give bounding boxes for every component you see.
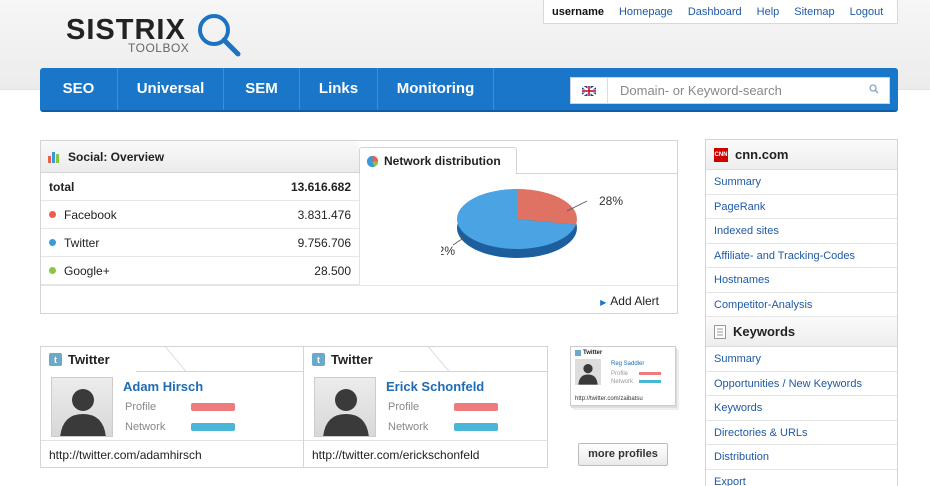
avatar[interactable]	[314, 377, 376, 437]
magnifier-logo-icon	[198, 14, 241, 57]
pie-chart-icon	[366, 155, 379, 167]
table-row: total 13.616.682	[41, 173, 359, 201]
row-label: Facebook	[64, 207, 117, 222]
help-link[interactable]: Help	[756, 5, 780, 18]
sidebar-item-keyword-summary[interactable]: Summary	[706, 347, 897, 372]
pie-label-72: 72%	[441, 244, 455, 258]
profile-bar	[454, 403, 498, 411]
bar-chart-icon	[48, 151, 59, 163]
twitter-icon: t	[312, 352, 325, 366]
keywords-header: Keywords	[706, 317, 897, 347]
search-icon[interactable]	[859, 84, 889, 97]
document-icon	[714, 324, 726, 339]
profile-name-link[interactable]: Adam Hirsch	[123, 379, 204, 394]
pie-label-28: 28%	[599, 194, 623, 208]
column-divider	[359, 173, 360, 285]
row-value: 28.500	[314, 263, 351, 278]
nav-seo[interactable]: SEO	[40, 68, 118, 110]
row-value: 3.831.476	[297, 207, 351, 222]
twitter-card-header: t Twitter	[41, 347, 136, 371]
pie-slice-twitter	[457, 189, 576, 249]
sidebar-item-distribution[interactable]: Distribution	[706, 445, 897, 470]
logout-link[interactable]: Logout	[849, 5, 884, 18]
table-row: Twitter 9.756.706	[41, 229, 359, 257]
svg-text:t: t	[317, 355, 320, 365]
cnn-logo-icon: CNN	[714, 147, 728, 162]
googleplus-dot-icon	[49, 267, 56, 274]
social-overview-header: Social: Overview	[41, 141, 359, 173]
svg-text:t: t	[54, 355, 57, 365]
network-bar	[454, 423, 498, 431]
social-footer: ▶ Add Alert	[41, 285, 677, 314]
sidebar-item-competitor-analysis[interactable]: Competitor-Analysis	[706, 293, 897, 317]
row-label: total	[49, 179, 75, 194]
profile-url[interactable]: http://twitter.com/erickschonfeld	[304, 440, 547, 467]
row-value: 9.756.706	[297, 235, 351, 250]
domain-search: Domain- or Keyword-search	[570, 77, 890, 104]
table-row: Google+ 28.500	[41, 257, 359, 285]
nav-universal[interactable]: Universal	[118, 68, 224, 110]
profile-label: Profile	[125, 401, 157, 413]
domain-title: cnn.com	[735, 147, 789, 162]
nav-monitoring[interactable]: Monitoring	[378, 68, 494, 110]
row-label: Google+	[64, 263, 110, 278]
row-value: 13.616.682	[290, 179, 351, 194]
sidebar-item-hostnames[interactable]: Hostnames	[706, 268, 897, 293]
sitemap-link[interactable]: Sitemap	[794, 5, 835, 18]
pie-slice-facebook	[517, 189, 577, 225]
tab-underline	[517, 173, 678, 174]
network-label: Network	[125, 421, 166, 433]
avatar	[575, 359, 601, 385]
profile-name-link[interactable]: Erick Schonfeld	[386, 379, 485, 394]
network-pie-chart: 28% 72%	[441, 189, 623, 258]
logo-wordmark: SISTRIX	[66, 14, 186, 46]
utility-nav: username Homepage Dashboard Help Sitemap…	[543, 0, 898, 24]
network-label: Network	[388, 421, 429, 433]
play-icon: ▶	[600, 298, 607, 307]
sidebar-item-keywords[interactable]: Keywords	[706, 396, 897, 421]
add-alert-link[interactable]: ▶ Add Alert	[600, 294, 659, 308]
nav-links[interactable]: Links	[300, 68, 378, 110]
domain-sidebar: CNN cnn.com Summary PageRank Indexed sit…	[705, 139, 898, 486]
table-row: Facebook 3.831.476	[41, 201, 359, 229]
twitter-card: t Twitter Erick Schonfeld Profile Networ…	[303, 346, 548, 468]
logo-subtitle: TOOLBOX	[128, 41, 190, 55]
sidebar-item-pagerank[interactable]: PageRank	[706, 195, 897, 219]
profile-stack-preview[interactable]: Twitter Reg Saddler Profile Network http…	[570, 346, 676, 406]
facebook-dot-icon	[49, 211, 56, 218]
profile-label: Profile	[388, 401, 420, 413]
twitter-icon: t	[49, 352, 62, 366]
sidebar-item-summary[interactable]: Summary	[706, 170, 897, 195]
network-distribution-title: Network distribution	[384, 154, 501, 168]
social-table: total 13.616.682 Facebook 3.831.476 Twit…	[41, 173, 359, 285]
avatar[interactable]	[51, 377, 113, 437]
social-overview-title: Social: Overview	[68, 149, 165, 164]
sidebar-item-opportunities[interactable]: Opportunities / New Keywords	[706, 372, 897, 396]
search-input[interactable]: Domain- or Keyword-search	[620, 83, 782, 98]
sidebar-item-directories-urls[interactable]: Directories & URLs	[706, 421, 897, 445]
sidebar-item-indexed-sites[interactable]: Indexed sites	[706, 219, 897, 244]
row-label: Twitter	[64, 235, 100, 250]
profile-url[interactable]: http://twitter.com/adamhirsch	[41, 440, 313, 467]
profile-bar	[191, 403, 235, 411]
tab-network-distribution[interactable]: Network distribution	[359, 147, 517, 174]
domain-header: CNN cnn.com	[706, 140, 897, 170]
twitter-card-header: t Twitter	[304, 347, 399, 371]
twitter-icon	[575, 350, 581, 356]
nav-sem[interactable]: SEM	[224, 68, 300, 110]
homepage-link[interactable]: Homepage	[618, 5, 673, 18]
network-bar	[191, 423, 235, 431]
sistrix-logo[interactable]: SISTRIX TOOLBOX	[66, 12, 246, 60]
sidebar-item-affiliate-codes[interactable]: Affiliate- and Tracking-Codes	[706, 244, 897, 268]
sidebar-item-export[interactable]: Export	[706, 470, 897, 486]
dashboard-link[interactable]: Dashboard	[687, 5, 742, 18]
more-profiles-button[interactable]: more profiles	[578, 443, 668, 466]
keywords-title: Keywords	[733, 324, 796, 339]
twitter-dot-icon	[49, 239, 56, 246]
social-overview-panel: Social: Overview total 13.616.682 Facebo…	[40, 140, 678, 314]
uk-flag-icon[interactable]	[571, 78, 608, 103]
twitter-card: t Twitter Adam Hirsch Profile Network ht…	[40, 346, 314, 468]
username-label: username	[552, 5, 604, 18]
